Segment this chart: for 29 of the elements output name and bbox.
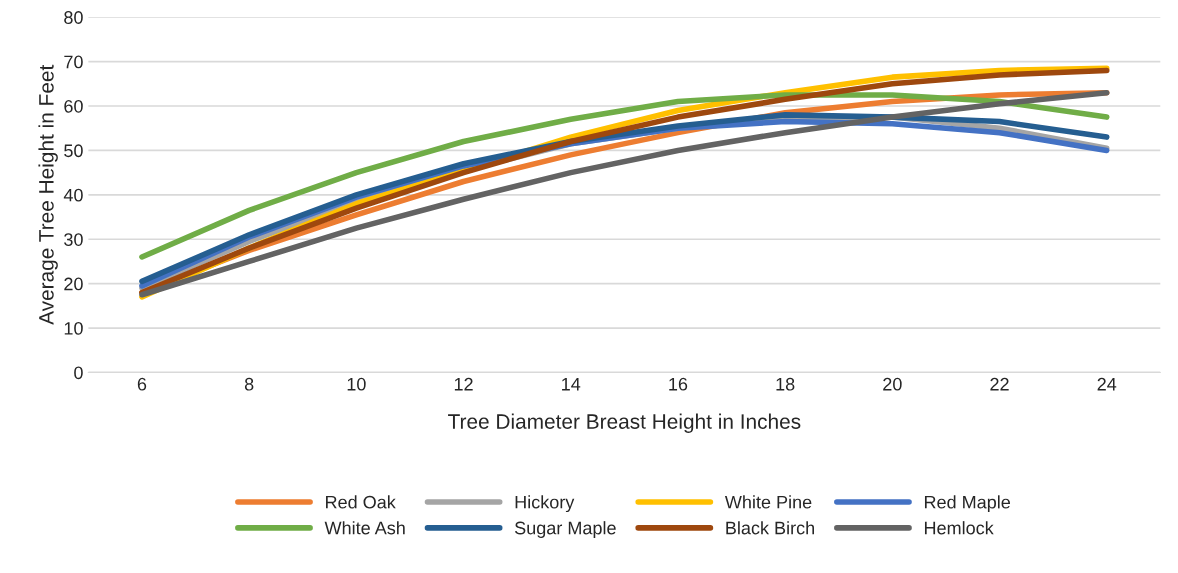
x-tick-label: 16: [669, 377, 688, 391]
x-tick-label: 14: [562, 377, 581, 391]
x-tick-label: 22: [990, 377, 1009, 391]
x-tick-label: 6: [137, 377, 147, 391]
y-tick-label: 70: [64, 55, 83, 69]
legend-label: Red Maple: [924, 495, 1011, 513]
x-tick-label: 18: [776, 377, 795, 391]
x-tick-label: 8: [244, 377, 254, 391]
legend-label: White Ash: [324, 521, 405, 535]
y-tick-label: 60: [64, 99, 83, 113]
x-tick-label: 24: [1097, 377, 1117, 391]
legend-label: Hickory: [515, 495, 575, 513]
legend-label: Hemlock: [924, 521, 994, 535]
y-tick-label: 40: [63, 188, 83, 202]
y-tick-label: 10: [64, 321, 83, 335]
legend-label: Sugar Maple: [514, 521, 616, 538]
x-axis-title: Tree Diameter Breast Height in Inches: [448, 413, 801, 434]
legend-label: Black Birch: [726, 521, 814, 535]
y-tick-label: 20: [64, 277, 83, 291]
y-tick-label: 30: [64, 233, 83, 246]
y-tick-label: 80: [64, 11, 83, 24]
x-tick-label: 10: [347, 377, 366, 391]
y-axis-title: Average Tree Height in Feet: [38, 64, 58, 325]
y-tick-label: 50: [64, 144, 83, 158]
legend-label: Red Oak: [326, 495, 396, 509]
legend-label: White Pine: [724, 495, 812, 509]
x-tick-label: 20: [883, 377, 902, 391]
x-tick-label: 12: [454, 377, 473, 391]
y-tick-label: 0: [74, 366, 83, 380]
